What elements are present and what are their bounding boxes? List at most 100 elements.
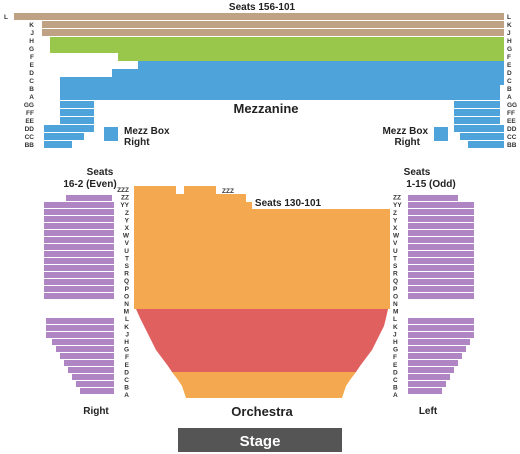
side-right-row[interactable] [44,251,114,257]
side-right-row[interactable] [44,286,114,292]
orch-row-zz[interactable] [134,194,246,202]
side-right-row[interactable] [56,346,114,352]
mezz-left-ee[interactable] [60,117,94,124]
side-right-row[interactable] [68,367,114,373]
side-left-row[interactable] [408,202,474,208]
orch-row-label: S [393,263,398,270]
side-right-row[interactable] [52,339,114,345]
side-left-row[interactable] [408,339,470,345]
side-left-row[interactable] [408,346,466,352]
mezz-row-a[interactable] [60,93,500,100]
side-right-row[interactable] [64,360,114,366]
side-left-row[interactable] [408,374,450,380]
mezz-box-label-2a: Mezz Box [382,126,428,137]
mezz-left-cc[interactable] [44,133,84,140]
side-right-row[interactable] [46,332,114,338]
mezz-left-gg[interactable] [60,101,94,108]
mezz-left-bb[interactable] [44,141,72,148]
orchestra-title: Orchestra [231,404,293,419]
side-right-row[interactable] [76,381,114,387]
mezz-right-gg[interactable] [454,101,500,108]
side-right-row[interactable] [44,272,114,278]
side-left-row[interactable] [408,216,474,222]
mezz-row-k[interactable] [42,21,504,28]
side-right-row[interactable] [44,258,114,264]
side-section-right[interactable] [44,195,114,394]
mezz-row-e[interactable] [138,61,504,69]
side-left-row[interactable] [408,237,474,243]
mezz-right-ff[interactable] [454,109,500,116]
side-right-row[interactable] [44,216,114,222]
side-right-row[interactable] [44,265,114,271]
side-right-row[interactable] [44,223,114,229]
side-left-row[interactable] [408,223,474,229]
mezz-row-j[interactable] [42,29,504,36]
side-section-left[interactable] [408,195,474,394]
mezz-row-g[interactable] [50,45,504,53]
orch-row-label: Q [124,278,129,285]
orch-center-red[interactable] [136,309,388,372]
orch-row-label: O [124,293,129,300]
side-left-row[interactable] [408,332,474,338]
mezz-right-cc[interactable] [460,133,504,140]
side-right-row[interactable] [44,237,114,243]
side-right-row[interactable] [44,230,114,236]
orch-row-zzz-left[interactable] [134,186,176,194]
side-left-row[interactable] [408,367,454,373]
mezz-right-ee[interactable] [454,117,500,124]
seats-left-label-2: 1-15 (Odd) [406,179,455,190]
orch-row-label: H [393,339,398,346]
side-right-row[interactable] [44,244,114,250]
orch-row-label: J [125,331,129,338]
side-right-row[interactable] [44,293,114,299]
mezz-row-f[interactable] [118,53,504,61]
orch-row-label: J [393,331,397,338]
side-right-row[interactable] [44,209,114,215]
side-left-row[interactable] [408,244,474,250]
side-right-row[interactable] [72,374,114,380]
orch-center-upper[interactable] [134,209,390,309]
side-left-row[interactable] [408,272,474,278]
side-right-row[interactable] [80,388,114,394]
side-left-row[interactable] [408,325,474,331]
side-right-row[interactable] [66,195,112,201]
side-left-row[interactable] [408,230,474,236]
side-right-row[interactable] [46,318,114,324]
orch-row-label: D [393,369,398,376]
side-left-row[interactable] [408,258,474,264]
mezz-row-l[interactable] [14,13,504,20]
side-left-row[interactable] [408,353,462,359]
orch-row-label: U [124,248,129,255]
side-left-row[interactable] [408,251,474,257]
orch-row-zzz-right[interactable] [184,186,216,194]
mezz-box-right-right-side[interactable] [434,127,448,141]
side-left-row[interactable] [408,318,474,324]
side-left-row[interactable] [408,360,458,366]
mezz-box-right-left-side[interactable] [104,127,118,141]
side-left-row[interactable] [408,195,458,201]
side-left-row[interactable] [408,279,474,285]
mezz-row-c[interactable] [60,77,504,85]
mezz-row-h[interactable] [50,37,504,45]
side-left-row[interactable] [408,293,474,299]
mezz-right-dd[interactable] [454,125,504,132]
orch-row-yy[interactable] [134,202,252,209]
mezz-right-bb[interactable] [468,141,504,148]
orch-row-label: G [124,347,129,354]
mezz-left-ff[interactable] [60,109,94,116]
side-right-row[interactable] [44,202,114,208]
side-left-row[interactable] [408,286,474,292]
orch-center-lower[interactable] [172,372,356,398]
side-right-row[interactable] [60,353,114,359]
side-right-row[interactable] [44,279,114,285]
side-right-row[interactable] [46,325,114,331]
side-left-row[interactable] [408,265,474,271]
mezz-row-d[interactable] [112,69,504,77]
side-left-row[interactable] [408,388,442,394]
side-left-row[interactable] [408,381,446,387]
orch-row-label: A [124,392,129,399]
mezz-left-dd[interactable] [44,125,94,132]
orch-row-label: U [393,248,398,255]
mezz-row-b[interactable] [60,85,500,93]
side-left-row[interactable] [408,209,474,215]
